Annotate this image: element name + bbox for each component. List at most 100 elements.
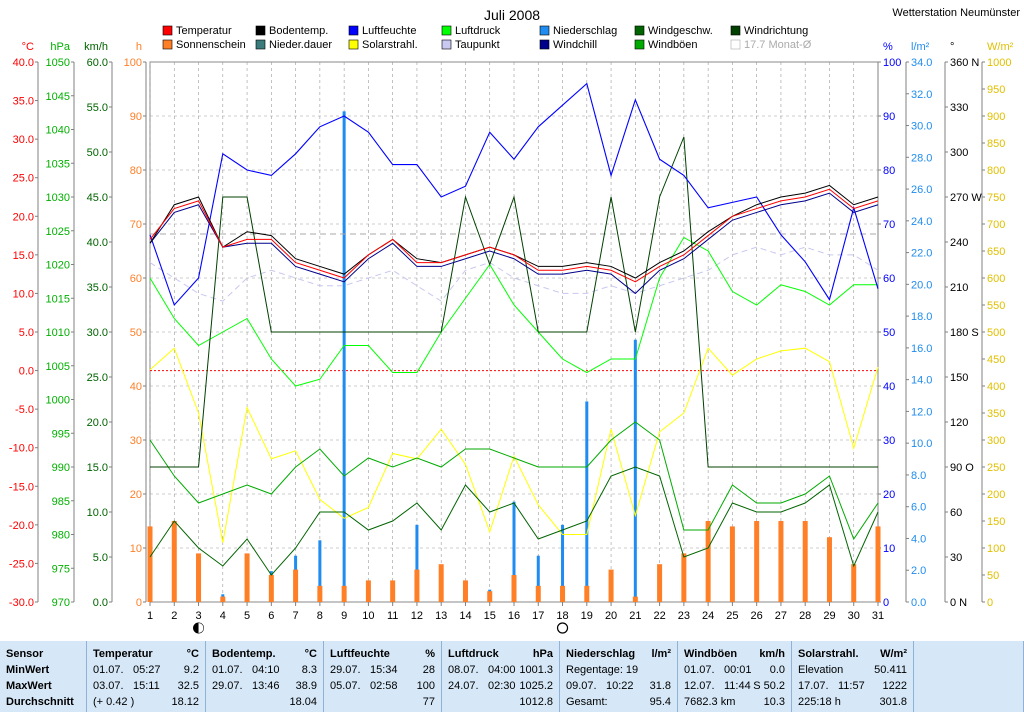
stats-row: Elevation 50.411: [798, 662, 907, 678]
legend-swatch: [539, 25, 550, 36]
axis-tick-label: 450: [987, 354, 1005, 366]
stats-row: 12.07. 11:44 S 50.2: [684, 678, 785, 694]
stats-unit: °C: [186, 648, 199, 660]
axis-tick-label: 360 N: [950, 57, 979, 69]
axis-tick-label: 1025: [46, 226, 70, 238]
legend-item: Nieder.dauer: [255, 39, 332, 51]
stats-panel-temperatur: Temperatur °C 01.07. 05:27 9.2 03.07. 15:11 32.…: [87, 641, 206, 712]
stats-row: MaxWert: [6, 678, 80, 694]
lines: [149, 82, 879, 576]
axis-tick-label: 240: [950, 237, 968, 249]
axis-unit: h: [136, 41, 142, 53]
bar-sonnenschein: [220, 596, 226, 602]
legend-label: Nieder.dauer: [269, 39, 332, 51]
axis-tick-label: 10.0: [13, 288, 34, 300]
stats-time: 02:58: [370, 680, 398, 692]
axis-tick-label: 25.0: [13, 173, 34, 185]
stats-date: 29.07.: [330, 664, 361, 676]
stats-value: 95.4: [649, 696, 671, 708]
full-moon-icon: [556, 622, 569, 634]
x-tick-label: 16: [508, 610, 520, 622]
stats-value: 38.9: [295, 680, 317, 692]
axis-tick-label: 28.0: [911, 152, 932, 164]
stats-date: 03.07.: [93, 680, 124, 692]
stats-date: 08.07.: [448, 664, 479, 676]
legend-item: Windchill: [539, 39, 597, 51]
series-line: [149, 192, 879, 295]
axis-tick-label: 0.0: [19, 366, 34, 378]
bar-sonnenschein: [317, 585, 323, 602]
stats-value: 28: [422, 664, 435, 676]
stats-row: 08.07. 04:00 1001.3: [448, 662, 553, 678]
stats-panel-luftdruck: Luftdruck hPa 08.07. 04:00 1001.3 24.07. 02:30…: [442, 641, 560, 712]
axis-tick-label: 1020: [46, 260, 70, 272]
bar-niederschlag: [536, 555, 540, 602]
axis-tick-label: 750: [987, 192, 1005, 204]
axis-tick-label: 1015: [46, 293, 70, 305]
axis-tick-label: 985: [52, 496, 70, 508]
x-tick-label: 29: [823, 610, 835, 622]
stats-time: 15:11: [133, 680, 160, 692]
axis-unit: W/m²: [987, 41, 1014, 53]
stats-row-label: MaxWert: [6, 680, 52, 692]
x-tick-label: 1: [147, 610, 153, 622]
axis-tick-label: 14.0: [911, 375, 932, 387]
stats-title: Luftfeuchte: [330, 648, 390, 660]
axis-tick-label: 90: [883, 111, 895, 123]
series-line: [149, 466, 879, 576]
axis-°C: 40.0 35.0 30.0 25.0 20.0 15.0 10.0 5.0 0.0 -5.0 -1…: [9, 41, 39, 609]
axis-tick-label: 40: [883, 381, 895, 393]
axis-tick-label: 25.0: [87, 372, 108, 384]
stats-title: Windböen: [684, 648, 738, 660]
stats-date: 17.07.: [798, 680, 829, 692]
series-line: [149, 246, 879, 302]
legend-swatch: [348, 39, 359, 50]
chart-title: Juli 2008: [484, 7, 540, 23]
axis-tick-label: 15.0: [87, 462, 108, 474]
axis-tick-label: 20.0: [911, 279, 932, 291]
axis-tick-label: 35.0: [87, 282, 108, 294]
stats-value: 1222: [882, 680, 907, 692]
legend-swatch: [441, 25, 452, 36]
bar-sonnenschein: [487, 591, 493, 602]
stats-value: 50.411: [874, 664, 907, 676]
bar-niederschlag: [342, 111, 346, 602]
stats-panel-luftfeuchte: Luftfeuchte% 29.07. 15:34 28 05.07. 02:58 100 7…: [324, 641, 442, 712]
stats-row: 17.07. 11:57 1222: [798, 678, 907, 694]
legend-swatch: [634, 39, 645, 50]
axis-km/h: 60.0 55.0 50.0 45.0 40.0 35.0 30.0 25.0 20.0 15.0…: [84, 41, 113, 609]
bar-niederschlag: [415, 524, 419, 602]
stats-panel-empty: [914, 641, 1024, 712]
stats-row: 05.07. 02:58 100: [330, 678, 435, 694]
axis-tick-label: 250: [987, 462, 1005, 474]
legend-label: Luftfeuchte: [362, 25, 416, 37]
bar-sonnenschein: [462, 580, 468, 602]
axis-tick-label: 16.0: [911, 343, 932, 355]
axis-tick-label: 50: [987, 570, 999, 582]
stats-unit: W/m²: [880, 648, 907, 660]
bar-niederschlag: [633, 339, 637, 602]
axis-tick-label: 6.0: [911, 502, 926, 514]
stats-time: 02:30: [488, 680, 516, 692]
axis-tick-label: 500: [987, 327, 1005, 339]
stats-date: 12.07.: [684, 680, 715, 692]
x-tick-label: 9: [341, 610, 347, 622]
axis-tick-label: 995: [52, 428, 70, 440]
axis-unit: km/h: [84, 41, 108, 53]
axis-tick-label: 26.0: [911, 184, 932, 196]
stats-row: 01.07. 05:27 9.2: [93, 662, 199, 678]
series-line: [150, 136, 878, 468]
bar-sonnenschein: [875, 526, 881, 602]
bar-sonnenschein: [608, 569, 614, 602]
bar-sonnenschein: [729, 526, 735, 602]
axis-tick-label: -10.0: [9, 443, 34, 455]
x-tick-label: 3: [195, 610, 201, 622]
stats-row: 01.07. 00:01 0.0: [684, 662, 785, 678]
axis-tick-label: 55.0: [87, 102, 108, 114]
bar-sonnenschein: [705, 521, 711, 602]
axis-tick-label: 15.0: [13, 250, 34, 262]
axis-tick-label: 1045: [46, 91, 70, 103]
bar-sonnenschein: [826, 537, 832, 602]
axis-tick-label: 0: [883, 597, 889, 609]
legend-swatch: [539, 39, 550, 50]
